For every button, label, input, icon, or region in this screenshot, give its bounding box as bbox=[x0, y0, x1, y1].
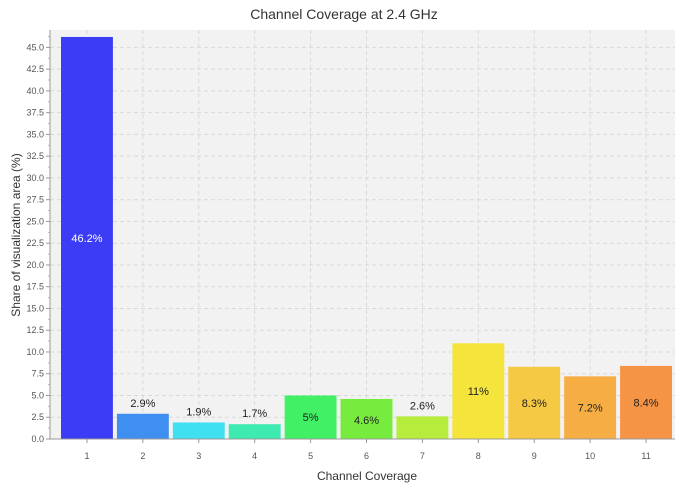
chart-title: Channel Coverage at 2.4 GHz bbox=[250, 6, 438, 22]
y-tick-label: 37.5 bbox=[26, 108, 44, 118]
x-tick-label: 4 bbox=[252, 451, 257, 461]
bar-value-label: 5% bbox=[303, 412, 319, 424]
y-tick-label: 2.5 bbox=[31, 412, 44, 422]
bar-value-label: 11% bbox=[468, 386, 489, 398]
bar-value-label: 1.7% bbox=[242, 408, 267, 420]
bar-value-label: 1.9% bbox=[186, 406, 211, 418]
bar-channel-2[interactable] bbox=[116, 413, 169, 439]
x-tick-label: 9 bbox=[532, 451, 537, 461]
x-tick-label: 3 bbox=[196, 451, 201, 461]
bar-channel-9[interactable] bbox=[508, 366, 561, 439]
y-tick-label: 45.0 bbox=[26, 42, 44, 52]
y-tick-label: 35.0 bbox=[26, 129, 44, 139]
y-tick-label: 20.0 bbox=[26, 260, 44, 270]
y-tick-label: 27.5 bbox=[26, 195, 44, 205]
plot-area bbox=[50, 30, 675, 439]
bar-value-label: 4.6% bbox=[354, 415, 379, 427]
x-axis-label: Channel Coverage bbox=[317, 469, 417, 483]
bar-value-label: 7.2% bbox=[578, 403, 603, 415]
y-axis-label: Share of visualization area (%) bbox=[9, 153, 23, 316]
bar-channel-8[interactable] bbox=[452, 343, 505, 439]
y-tick-label: 12.5 bbox=[26, 325, 44, 335]
y-tick-label: 30.0 bbox=[26, 173, 44, 183]
bar-channel-5[interactable] bbox=[284, 395, 337, 439]
y-tick-label: 0.0 bbox=[31, 434, 44, 444]
x-tick-label: 1 bbox=[84, 451, 89, 461]
y-tick-label: 42.5 bbox=[26, 64, 44, 74]
bar-channel-4[interactable] bbox=[228, 424, 281, 439]
y-tick-label: 10.0 bbox=[26, 347, 44, 357]
x-tick-label: 10 bbox=[585, 451, 595, 461]
x-tick-label: 8 bbox=[476, 451, 481, 461]
x-tick-label: 6 bbox=[364, 451, 369, 461]
axes bbox=[46, 30, 675, 443]
x-tick-label: 5 bbox=[308, 451, 313, 461]
x-tick-label: 7 bbox=[420, 451, 425, 461]
y-tick-label: 7.5 bbox=[31, 369, 44, 379]
bar-value-label: 8.4% bbox=[634, 397, 659, 409]
bar-channel-1[interactable] bbox=[61, 36, 113, 439]
x-tick-label: 2 bbox=[140, 451, 145, 461]
bar-channel-11[interactable] bbox=[620, 365, 672, 439]
y-tick-label: 32.5 bbox=[26, 151, 44, 161]
bars bbox=[61, 36, 672, 439]
y-tick-labels: 0.0 2.5 5.0 7.5 10.0 12.5 15.0 17.5 20.0 22.5 25.0… bbox=[26, 42, 44, 444]
bar-value-label: 2.9% bbox=[130, 398, 155, 410]
bar-channel-3[interactable] bbox=[172, 422, 225, 439]
y-tick-label: 17.5 bbox=[26, 282, 44, 292]
bar-channel-6[interactable] bbox=[340, 398, 393, 439]
y-tick-label: 5.0 bbox=[31, 390, 44, 400]
bar-value-label: 8.3% bbox=[522, 398, 547, 410]
bar-channel-7[interactable] bbox=[396, 416, 449, 439]
x-tick-labels: 1 2 3 4 5 6 7 8 9 10 11 bbox=[84, 451, 650, 461]
y-tick-label: 40.0 bbox=[26, 86, 44, 96]
y-tick-label: 15.0 bbox=[26, 303, 44, 313]
bar-value-label: 2.6% bbox=[410, 400, 435, 412]
grid-lines bbox=[50, 30, 675, 439]
bar-value-label: 46.2% bbox=[71, 233, 102, 245]
y-tick-label: 25.0 bbox=[26, 216, 44, 226]
y-tick-label: 22.5 bbox=[26, 238, 44, 248]
x-tick-label: 11 bbox=[641, 451, 650, 461]
bar-labels: 46.2% 2.9% 1.9% 1.7% 5% 4.6% 2.6% 11% 8.3% 7.2% 8.… bbox=[71, 233, 658, 427]
bar-channel-10[interactable] bbox=[564, 376, 617, 439]
